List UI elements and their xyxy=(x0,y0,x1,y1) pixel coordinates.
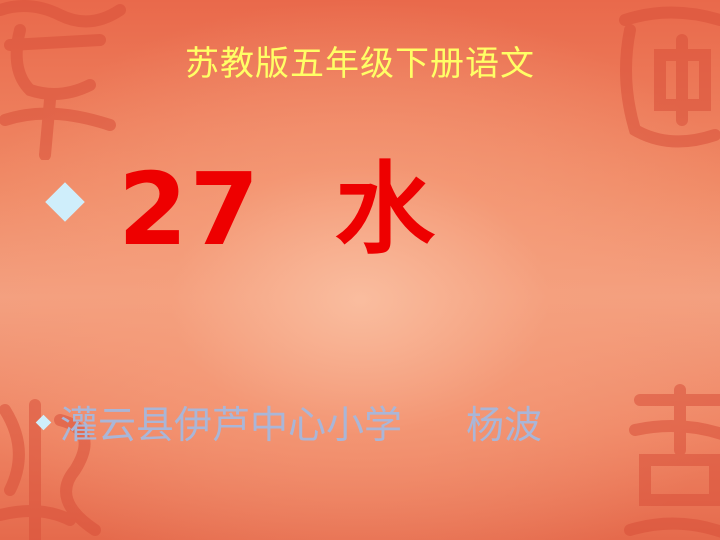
seal-watermark-bottom-left xyxy=(0,399,101,540)
seal-watermark-top-right xyxy=(619,6,720,148)
seal-watermark-bottom-right xyxy=(624,384,720,538)
slide-title: 苏教版五年级下册语文 xyxy=(185,44,535,84)
seal-watermark-top-left xyxy=(0,0,126,160)
author-line: 灌云县伊芦中心小学 杨波 xyxy=(60,400,542,450)
teacher-name: 杨波 xyxy=(466,403,543,447)
school-name: 灌云县伊芦中心小学 xyxy=(60,403,403,447)
bullet-diamond-icon xyxy=(45,182,85,222)
lesson-heading: 27 水 xyxy=(118,151,437,268)
